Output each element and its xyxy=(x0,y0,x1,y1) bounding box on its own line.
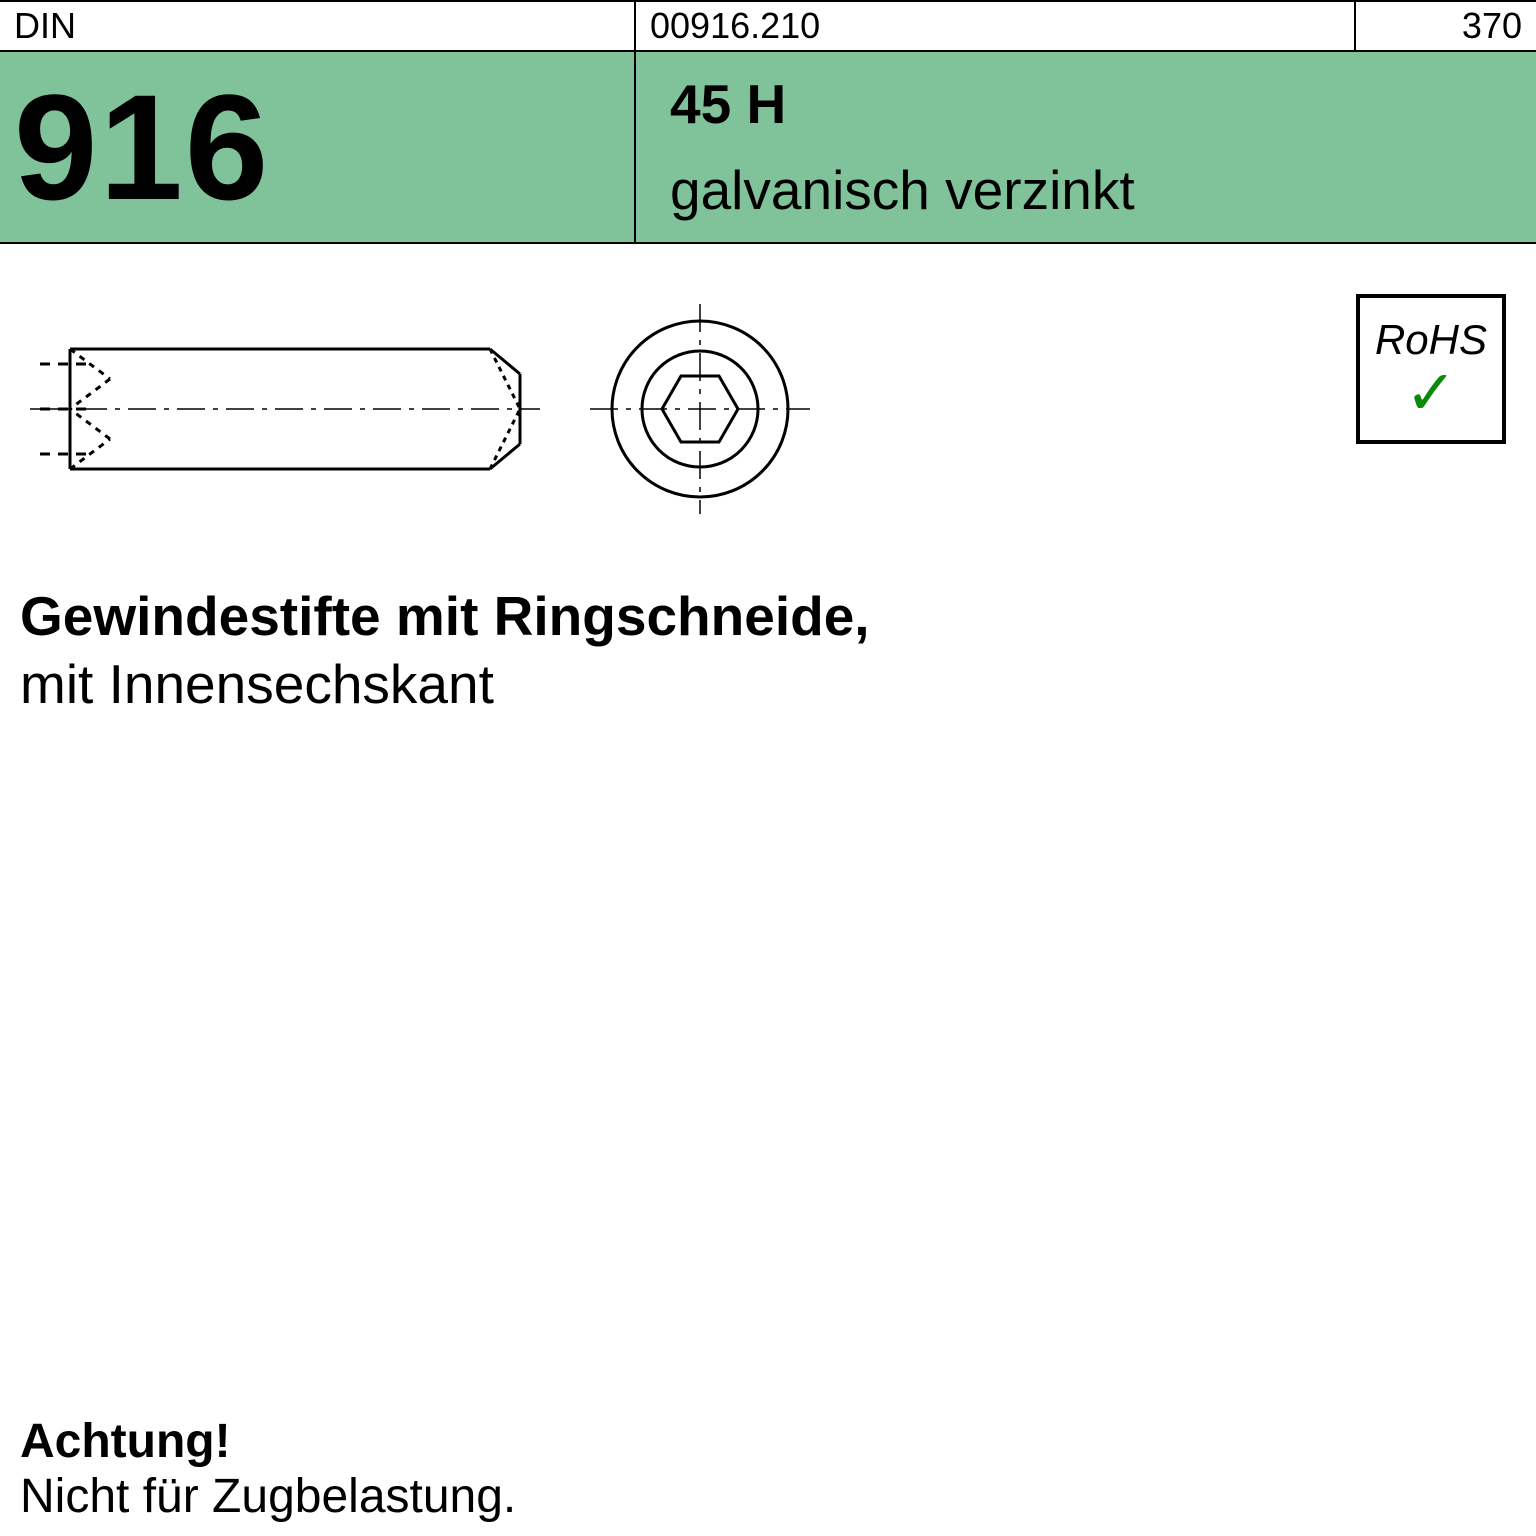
din-number-cell: 916 xyxy=(0,52,636,242)
description-line2: mit Innensechskant xyxy=(20,652,1516,716)
description-line1: Gewindestifte mit Ringschneide, xyxy=(20,584,1516,648)
spec-finish: galvanisch verzinkt xyxy=(670,158,1536,222)
check-icon: ✓ xyxy=(1405,366,1457,422)
header-band: 916 45 H galvanisch verzinkt xyxy=(0,52,1536,244)
warning-block: Achtung! Nicht für Zugbelastung. xyxy=(20,1414,516,1524)
din-number: 916 xyxy=(14,72,270,222)
topbar-article-number: 00916.210 xyxy=(636,2,1356,50)
rohs-badge: RoHS ✓ xyxy=(1356,294,1506,444)
warning-text: Nicht für Zugbelastung. xyxy=(20,1469,516,1524)
description-block: Gewindestifte mit Ringschneide, mit Inne… xyxy=(0,564,1536,716)
spec-cell: 45 H galvanisch verzinkt xyxy=(636,52,1536,242)
topbar-standard-label: DIN xyxy=(0,2,636,50)
topbar: DIN 00916.210 370 xyxy=(0,0,1536,52)
rohs-label: RoHS xyxy=(1375,316,1487,364)
warning-heading: Achtung! xyxy=(20,1414,516,1469)
product-datasheet-page: DIN 00916.210 370 916 45 H galvanisch ve… xyxy=(0,0,1536,1536)
technical-drawing-icon xyxy=(20,294,920,524)
topbar-page-code: 370 xyxy=(1356,2,1536,50)
drawing-area: RoHS ✓ xyxy=(0,244,1536,564)
spec-hardness: 45 H xyxy=(670,72,1536,136)
